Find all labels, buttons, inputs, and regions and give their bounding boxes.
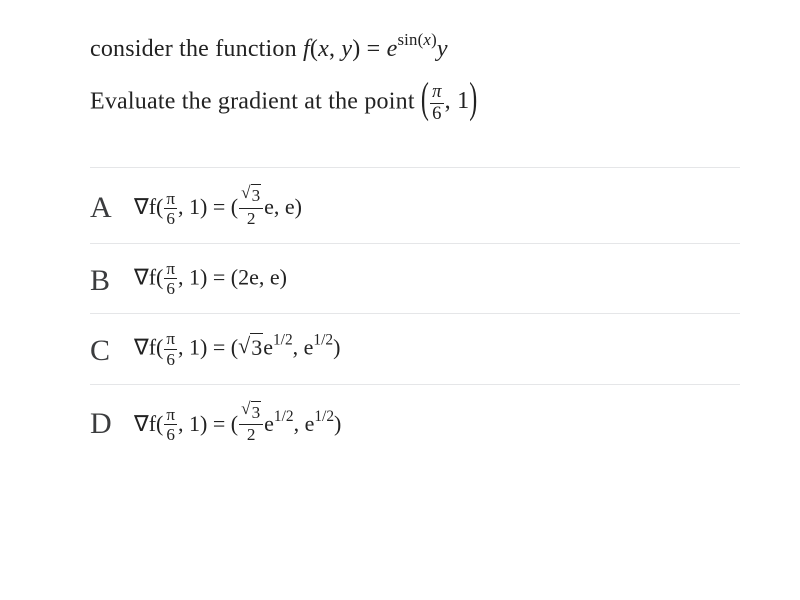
arg-y: 1 [189, 194, 200, 219]
frac-num: π [164, 190, 177, 208]
frac-num-sqrt3: 3 [239, 184, 263, 207]
exp-half-a: 1/2 [274, 408, 294, 425]
nabla-icon: ∇ [134, 335, 149, 360]
result-close: ) [333, 335, 340, 360]
answer-option-c[interactable]: C ∇f(π6, 1) = (3e1/2, e1/2) [90, 313, 740, 383]
sqrt-icon: 3 [241, 184, 261, 206]
question-line-2: Evaluate the gradient at the point (π6, … [90, 83, 740, 123]
var-x: x [318, 36, 329, 62]
result-close: ) [280, 265, 287, 290]
answer-option-d[interactable]: D ∇f(π6, 1) = (32e1/2, e1/2) [90, 384, 740, 460]
equals-sign: = [213, 411, 225, 436]
arg-fraction: π6 [164, 260, 177, 297]
frac-num-sqrt3: 3 [239, 401, 263, 424]
arg-y: 1 [189, 335, 200, 360]
sin-text: sin( [397, 30, 423, 49]
nabla-icon: ∇ [134, 411, 149, 436]
frac-den: 6 [164, 424, 177, 443]
point-fraction: π6 [430, 83, 444, 123]
frac-den-2: 2 [239, 208, 263, 227]
exponent-sin-x: sin(x) [397, 30, 436, 49]
fn-f: f [149, 335, 156, 360]
fn-f: f [149, 194, 156, 219]
comma-sep: , [259, 265, 265, 290]
frac-num: π [164, 406, 177, 424]
equals-sign: = [367, 36, 381, 62]
var-e-b: e [304, 335, 314, 360]
var-e-a: e [249, 265, 259, 290]
question-line-1: consider the function f(x, y) = esin(x)y [90, 36, 740, 63]
evaluate-text: Evaluate the gradient at the point [90, 88, 415, 114]
point-y-value: 1 [457, 88, 469, 114]
sqrt-icon: 3 [241, 401, 261, 423]
var-e-a: e [264, 411, 274, 436]
result-a-fraction: 32 [239, 184, 263, 227]
result-open: ( [231, 335, 238, 360]
intro-text: consider the function [90, 36, 297, 62]
option-letter-d: D [90, 409, 134, 439]
frac-den: 6 [164, 208, 177, 227]
result-close: ) [295, 194, 302, 219]
arg-y: 1 [189, 265, 200, 290]
option-letter-c: C [90, 336, 134, 366]
fn-letter-f: f [303, 36, 310, 62]
equals-sign: = [213, 265, 225, 290]
var-e-b: e [305, 411, 315, 436]
equals-sign: = [213, 194, 225, 219]
answer-options: A ∇f(π6, 1) = (32e, e) B ∇f(π6, 1) = (2e… [90, 167, 740, 459]
comma-sep: , [274, 194, 280, 219]
exp-var-x: x [423, 30, 431, 49]
frac-den: 6 [164, 349, 177, 368]
sqrt-body-3: 3 [250, 333, 263, 362]
frac-num: π [164, 260, 177, 278]
var-e-b: e [270, 265, 280, 290]
option-letter-b: B [90, 266, 134, 296]
var-e-a: e [263, 335, 273, 360]
exp-half-a: 1/2 [273, 332, 293, 349]
point-close-paren: ) [469, 77, 477, 126]
point-frac-num: π [430, 83, 444, 103]
result-open: ( [231, 194, 238, 219]
arg-y: 1 [189, 411, 200, 436]
point-open-paren: ( [421, 77, 429, 126]
var-e-b: e [285, 194, 295, 219]
frac-den-2: 2 [239, 424, 263, 443]
var-y: y [341, 36, 352, 62]
arg-fraction: π6 [164, 330, 177, 367]
answer-option-b[interactable]: B ∇f(π6, 1) = (2e, e) [90, 243, 740, 313]
sqrt-icon: 3 [238, 333, 263, 362]
exp-half-b: 1/2 [313, 332, 333, 349]
nabla-icon: ∇ [134, 194, 149, 219]
sqrt-body: 3 [251, 184, 262, 206]
document-body: consider the function f(x, y) = esin(x)y… [0, 0, 800, 600]
point-frac-den: 6 [430, 103, 444, 124]
comma-sep: , [294, 411, 300, 436]
trailing-y: y [437, 36, 448, 62]
arg-fraction: π6 [164, 406, 177, 443]
exp-half-b: 1/2 [314, 408, 334, 425]
sqrt-body: 3 [251, 401, 262, 423]
nabla-icon: ∇ [134, 265, 149, 290]
point-expression: (π6, 1) [421, 88, 478, 114]
answer-option-a[interactable]: A ∇f(π6, 1) = (32e, e) [90, 167, 740, 243]
option-a-formula: ∇f(π6, 1) = (32e, e) [134, 184, 740, 227]
arg-fraction: π6 [164, 190, 177, 227]
fn-f: f [149, 411, 156, 436]
equals-sign: = [213, 335, 225, 360]
option-b-formula: ∇f(π6, 1) = (2e, e) [134, 260, 740, 297]
coef-2: 2 [238, 265, 249, 290]
comma-sep: , [293, 335, 299, 360]
option-letter-a: A [90, 193, 134, 223]
result-open: ( [231, 411, 238, 436]
option-d-formula: ∇f(π6, 1) = (32e1/2, e1/2) [134, 401, 740, 444]
var-e: e [264, 194, 274, 219]
fn-f: f [149, 265, 156, 290]
base-e: e [387, 36, 398, 62]
function-definition: f(x, y) = esin(x)y [303, 36, 448, 62]
frac-den: 6 [164, 278, 177, 297]
result-a-fraction: 32 [239, 401, 263, 444]
result-close: ) [334, 411, 341, 436]
frac-num: π [164, 330, 177, 348]
option-c-formula: ∇f(π6, 1) = (3e1/2, e1/2) [134, 330, 740, 367]
